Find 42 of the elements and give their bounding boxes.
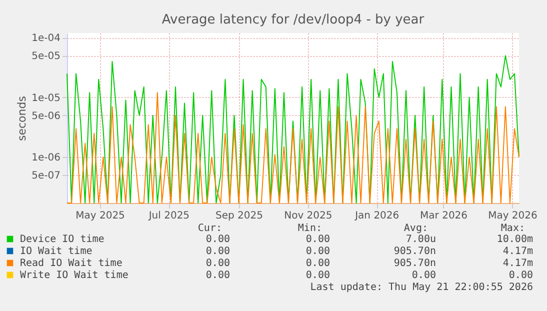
text: Avg: [404,223,428,234]
text: 0.00 [508,270,533,281]
text: 0.00 [206,234,230,245]
text: 905.70n [394,246,436,257]
text: 4.17m [502,246,533,257]
text: 0.00 [206,270,230,281]
y-tick-label: 1e-05 [32,92,60,104]
x-tick-label: Mar 2026 [420,210,468,222]
text: 0.00 [306,234,330,245]
chart-title: Average latency for /dev/loop4 - by year [162,12,425,28]
y-tick-label: 5e-06 [32,110,60,122]
text: 0.00 [306,270,330,281]
text: Max: [500,223,525,234]
x-tick-label: Sep 2025 [216,210,263,222]
text: 10.00m [496,234,533,245]
legend-label: Read IO Wait time [20,258,122,269]
y-tick-label: 5e-05 [32,51,60,62]
y-tick-label: 1e-04 [32,33,60,44]
x-tick-label: Nov 2025 [284,210,332,222]
y-tick-label: 1e-06 [32,152,60,164]
x-tick-label: May 2025 [76,210,125,222]
text: 0.00 [412,270,436,281]
legend-label: IO Wait time [20,246,92,257]
legend-label: Device IO time [20,234,104,245]
legend-label: Write IO Wait time [20,270,128,281]
line-series [66,55,520,204]
text: Last update: Thu May 21 22:00:55 2026 [310,282,533,293]
text: Min: [298,223,322,234]
y-tick-label: 5e-07 [32,170,60,182]
x-tick-label: Jan 2026 [354,210,400,222]
x-tick-label: May 2026 [488,210,538,222]
text: 0.00 [306,258,330,269]
text: 0.00 [306,246,330,257]
text: Cur: [198,223,222,234]
text: 7.00u [406,234,436,245]
text: 905.70n [394,258,436,269]
line-series [66,92,520,204]
x-tick-label: Jul 2025 [148,210,190,222]
text: 0.00 [206,246,230,257]
y-axis-title: seconds [16,96,29,141]
text: 4.17m [502,258,533,269]
text: 0.00 [206,258,230,269]
